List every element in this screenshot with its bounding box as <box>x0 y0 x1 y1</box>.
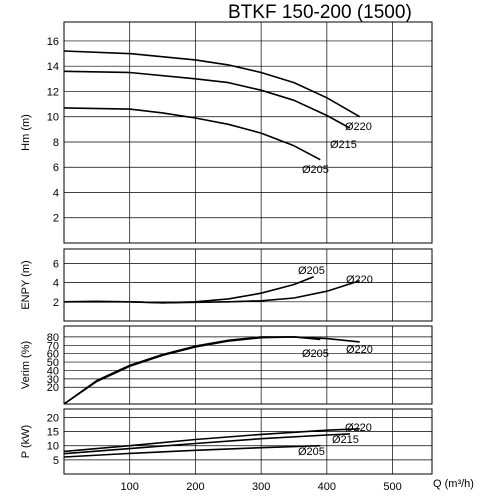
panel-frame-head <box>63 21 433 244</box>
curve-label: Ø205 <box>298 265 325 277</box>
y-tick-label: 12 <box>47 86 59 98</box>
y-tick-label: 8 <box>53 137 59 149</box>
y-tick-label: 6 <box>53 258 59 270</box>
y-tick-label: 5 <box>53 455 59 467</box>
y-tick-label: 30 <box>47 374 59 386</box>
y-axis-label-npsh: ENPY (m) <box>20 260 32 309</box>
panel-frame-power <box>63 408 433 475</box>
y-axis-label-head: Hm (m) <box>20 114 32 151</box>
y-tick-label: 70 <box>47 340 59 352</box>
y-tick-label: 10 <box>47 441 59 453</box>
y-tick-label: 20 <box>47 412 59 424</box>
y-tick-label: 4 <box>53 278 59 290</box>
y-axis-label-power: P (kW) <box>20 425 32 458</box>
curve-label: Ø220 <box>345 422 372 434</box>
x-axis-label: Q (m³/h) <box>433 478 474 490</box>
y-tick-label: 20 <box>47 382 59 394</box>
curve-power-Ø220 <box>63 428 360 453</box>
curve-label: Ø205 <box>298 446 325 458</box>
curve-power-Ø215 <box>63 433 350 455</box>
y-tick-label: 80 <box>47 332 59 344</box>
curve-label: Ø220 <box>346 344 373 356</box>
y-tick-label: 14 <box>47 61 59 73</box>
y-tick-label: 15 <box>47 427 59 439</box>
y-tick-label: 50 <box>47 357 59 369</box>
x-tick-label: 300 <box>252 481 270 493</box>
curve-head-Ø215 <box>63 70 351 129</box>
curve-label: Ø205 <box>302 348 329 360</box>
grid-layer <box>63 21 433 475</box>
curves-layer <box>63 50 361 458</box>
panel-frame-npsh <box>63 248 433 322</box>
y-tick-label: 2 <box>53 297 59 309</box>
curve-label: Ø205 <box>302 164 329 176</box>
y-tick-label: 40 <box>47 365 59 377</box>
curve-label: Ø215 <box>332 434 359 446</box>
curve-label: Ø215 <box>330 139 357 151</box>
y-tick-label: 4 <box>53 187 59 199</box>
y-tick-label: 10 <box>47 112 59 124</box>
curve-label: Ø220 <box>345 121 372 133</box>
panel-frame-efficiency <box>63 325 433 405</box>
curve-head-Ø220 <box>63 50 361 118</box>
y-tick-label: 16 <box>47 36 59 48</box>
x-tick-label: 200 <box>186 481 204 493</box>
curve-npsh-Ø220 <box>64 279 360 304</box>
curve-efficiency-Ø205 <box>63 336 321 405</box>
curve-label: Ø220 <box>346 274 373 286</box>
chart-title: BTKF 150-200 (1500) <box>228 2 412 23</box>
y-tick-label: 2 <box>53 213 59 225</box>
x-tick-label: 400 <box>318 481 336 493</box>
x-tick-label: 100 <box>121 481 139 493</box>
curve-head-Ø205 <box>63 107 321 161</box>
y-tick-label: 60 <box>47 349 59 361</box>
curve-power-Ø205 <box>63 444 321 458</box>
x-tick-label: 500 <box>383 481 401 493</box>
y-tick-label: 6 <box>53 162 59 174</box>
y-axis-label-efficiency: Verim (%) <box>20 341 32 389</box>
